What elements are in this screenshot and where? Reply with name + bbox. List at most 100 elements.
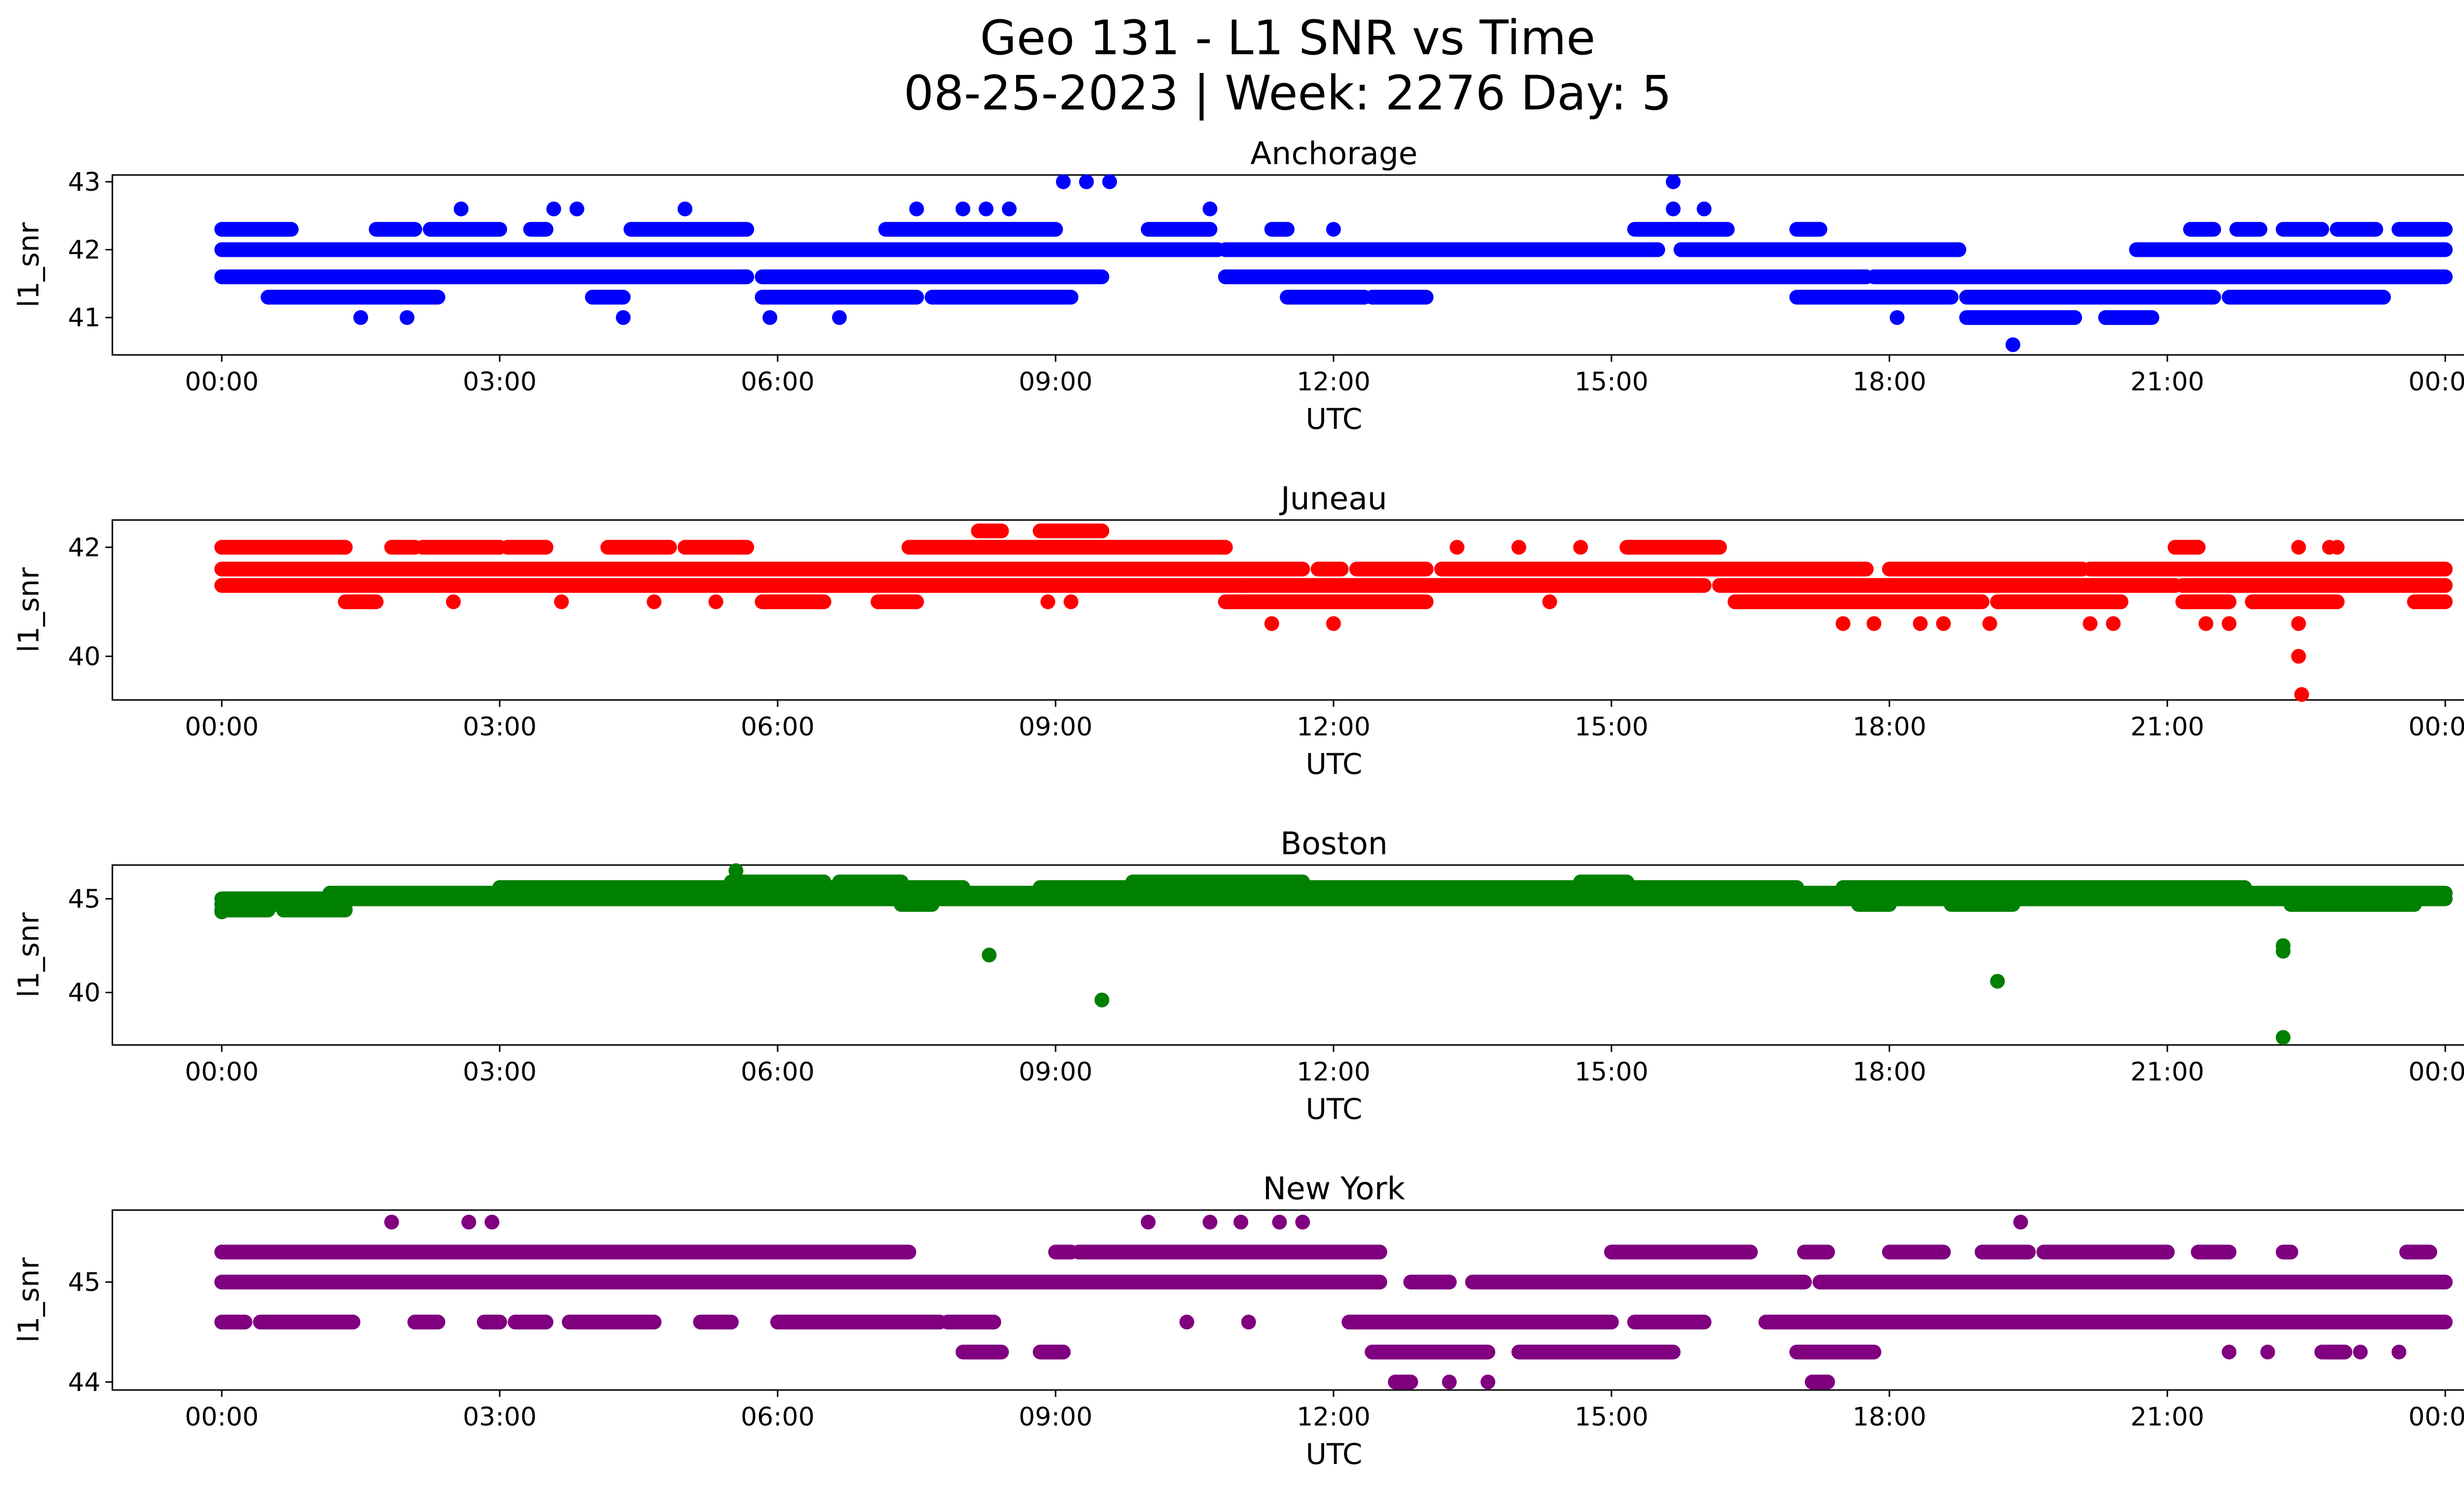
data-point [546,201,561,216]
data-point [982,947,997,963]
subplot-title: Juneau [1279,481,1387,517]
data-point [1573,1275,1588,1289]
data-point [2260,1344,2275,1359]
x-tick-label: 09:00 [1019,1402,1093,1432]
y-axis-label: l1_snr [12,1257,45,1343]
x-tick-label: 21:00 [2130,367,2204,397]
data-series [214,174,2453,352]
data-point [708,594,723,609]
data-point [1272,1215,1287,1230]
x-axis-label: UTC [1306,1437,1363,1471]
data-point [1442,1374,1457,1390]
data-point [1202,1215,1218,1230]
x-tick-label: 18:00 [1852,712,1926,742]
subplot-boston: Boston 00:00 03:00 06:00 09:00 12:00 15:00 18:0… [12,826,2464,1126]
x-tick-label: 06:00 [741,1057,815,1087]
data-point [1202,201,1218,216]
x-tick-label: 21:00 [2130,1057,2204,1087]
x-tick-label: 00:00 [185,1057,259,1087]
x-axis-label: UTC [1306,402,1363,436]
data-point [2222,1344,2237,1359]
data-point [1079,174,1094,189]
subplot-title: New York [1263,1171,1405,1207]
x-tick-label: 18:00 [1852,1402,1926,1432]
subplots: Anchorage 00:00 03:00 06:00 09:00 12:00 15:00 1… [12,136,2464,1471]
data-point [1990,973,2005,989]
data-point [728,863,744,878]
data-point [1666,201,1681,216]
x-tick-label: 09:00 [1019,367,1093,397]
figure-title-line-2: 08-25-2023 | Week: 2276 Day: 5 [904,66,1672,121]
x-tick-label: 06:00 [741,367,815,397]
data-series [214,1215,2453,1390]
subplot-anchorage: Anchorage 00:00 03:00 06:00 09:00 12:00 15:00 1… [12,136,2464,436]
data-point [1179,1315,1195,1330]
x-tick-label: 03:00 [463,1402,537,1432]
x-tick-label: 03:00 [463,367,537,397]
x-tick-label: 21:00 [2130,712,2204,742]
data-point [979,201,993,216]
x-tick-label: 15:00 [1574,1057,1648,1087]
x-tick-label: 00:00 [2408,1402,2464,1432]
data-point [2291,616,2306,631]
y-axis-label: l1_snr [12,222,45,308]
data-point [2005,337,2020,352]
y-tick-label: 43 [68,168,101,197]
data-point [2276,1030,2291,1045]
data-point [2353,1344,2368,1359]
data-point [2329,540,2345,555]
axes-frame [111,1209,2464,1391]
figure-title-line-1: Geo 131 - L1 SNR vs Time [980,10,1596,66]
data-point [1511,540,1526,555]
x-tick-label: 12:00 [1297,1057,1370,1087]
data-point [1141,1215,1156,1230]
x-tick-label: 15:00 [1574,712,1648,742]
data-point [1241,1315,1256,1330]
data-point [1936,616,1951,631]
x-axis-label: UTC [1306,1092,1363,1126]
data-point [1666,174,1681,189]
x-tick-label: 00:00 [2408,712,2464,742]
data-point [569,201,584,216]
x-tick-label: 15:00 [1574,1402,1648,1432]
data-point [1982,616,1997,631]
axes-frame [111,174,2464,356]
data-point [832,310,847,325]
y-tick-label: 45 [68,884,101,914]
data-point [1480,1374,1496,1390]
y-tick-label: 41 [68,303,101,333]
x-tick-label: 00:00 [185,712,259,742]
x-tick-label: 03:00 [463,1057,537,1087]
x-tick-label: 12:00 [1297,1402,1370,1432]
x-tick-label: 12:00 [1297,367,1370,397]
data-point [2198,616,2214,631]
data-point [1449,540,1465,555]
data-point [400,310,414,325]
subplot-title: Anchorage [1250,136,1417,172]
data-point [1102,174,1117,189]
data-point [214,904,229,920]
x-tick-label: 00:00 [2408,367,2464,397]
y-axis-label: l1_snr [12,567,45,653]
x-axis-label: UTC [1306,747,1363,781]
data-point [1836,616,1850,631]
data-point [1063,594,1079,609]
data-series [214,523,2453,702]
data-point [1056,174,1071,189]
y-tick-label: 42 [68,533,101,562]
x-tick-label: 00:00 [2408,1057,2464,1087]
data-point [2083,616,2098,631]
data-point [1866,616,1882,631]
data-point [2291,540,2306,555]
data-point [616,310,631,325]
y-tick-label: 40 [68,642,101,672]
data-point [2294,687,2309,702]
x-tick-label: 09:00 [1019,712,1093,742]
data-point [2106,616,2121,631]
data-point [1095,992,1109,1008]
y-axis-label: l1_snr [12,912,45,998]
data-point [1889,310,1905,325]
data-point [554,594,569,609]
data-point [1326,222,1341,237]
